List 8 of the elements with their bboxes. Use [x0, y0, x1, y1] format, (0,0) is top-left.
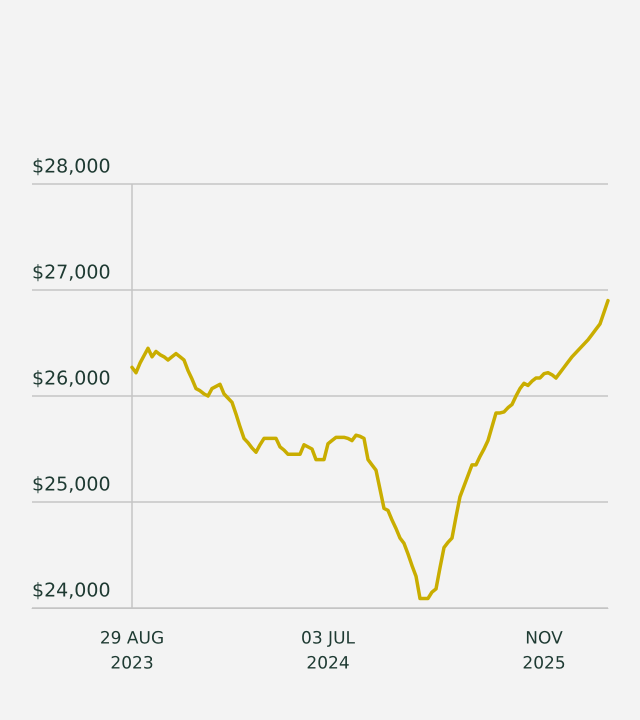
y-tick-label: $25,000: [32, 474, 111, 496]
y-tick-label: $28,000: [32, 156, 111, 178]
y-tick-label: $26,000: [32, 368, 111, 390]
x-tick-label: 29 AUG 2023: [100, 628, 164, 674]
x-tick-label: NOV 2025: [522, 628, 566, 674]
y-tick-label: $24,000: [32, 580, 111, 602]
x-tick-label: 03 JUL 2024: [301, 628, 356, 674]
y-tick-label: $27,000: [32, 262, 111, 284]
